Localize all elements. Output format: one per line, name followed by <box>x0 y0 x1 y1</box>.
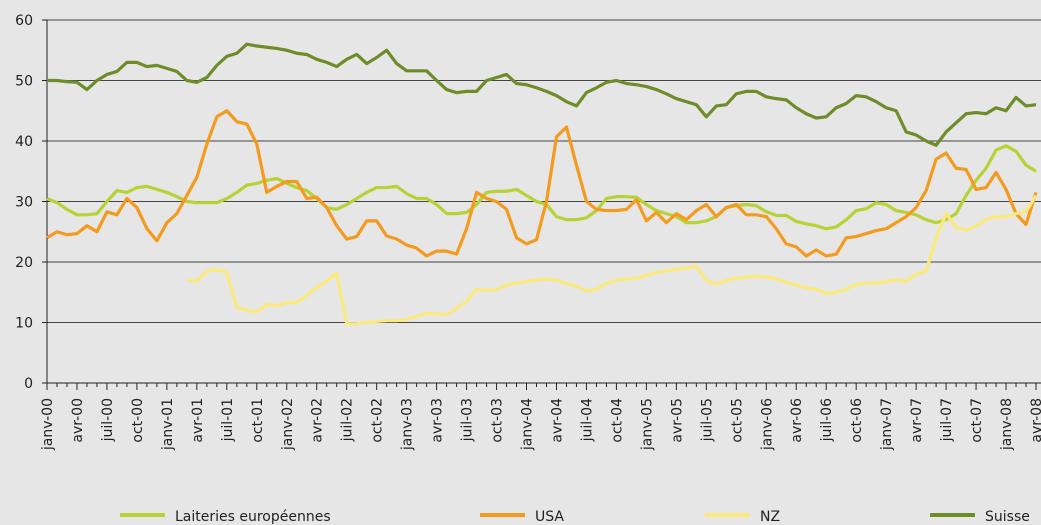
y-tick-label: 30 <box>15 195 33 211</box>
x-tick-label: oct-06 <box>849 398 865 443</box>
legend-label: USA <box>535 509 564 525</box>
x-tick-label: janv-05 <box>639 398 655 451</box>
series-line <box>47 42 1037 147</box>
x-tick-label: juil-05 <box>699 398 715 442</box>
legend-label: NZ <box>760 509 780 525</box>
x-tick-label: juil-07 <box>939 398 955 442</box>
y-tick-label: 40 <box>15 134 33 150</box>
y-tick-label: 0 <box>24 376 33 392</box>
x-tick-label: juil-03 <box>460 398 476 442</box>
x-tick-label: janv-00 <box>40 398 56 451</box>
x-tick-label: avr-04 <box>549 398 565 443</box>
x-tick-label: juil-06 <box>819 398 835 443</box>
x-tick-label: janv-06 <box>759 398 775 451</box>
x-tick-label: oct-07 <box>969 398 985 443</box>
x-tick-label: janv-04 <box>520 398 536 451</box>
x-tick-label: avr-08 <box>1029 398 1041 443</box>
x-tick-label: avr-01 <box>190 398 206 443</box>
y-tick-label: 10 <box>15 316 33 332</box>
legend-label: Suisse <box>985 509 1030 525</box>
x-tick-label: oct-01 <box>250 398 266 443</box>
x-tick-label: avr-02 <box>310 398 326 443</box>
x-tick-label: oct-03 <box>490 398 506 443</box>
x-tick-label: juil-04 <box>579 398 595 443</box>
y-tick-label: 20 <box>15 255 33 271</box>
y-tick-label: 50 <box>15 74 33 90</box>
x-tick-label: janv-08 <box>999 398 1015 451</box>
x-tick-label: janv-03 <box>400 398 416 451</box>
x-tick-label: janv-02 <box>280 398 296 451</box>
x-tick-label: avr-05 <box>669 398 685 443</box>
x-tick-label: juil-02 <box>340 398 356 442</box>
x-tick-label: juil-00 <box>100 398 116 442</box>
x-tick-label: janv-01 <box>160 398 176 451</box>
x-tick-label: oct-00 <box>130 398 146 443</box>
x-tick-label: avr-00 <box>70 398 86 443</box>
series-line <box>46 144 1037 231</box>
x-tick-label: oct-05 <box>729 398 745 443</box>
x-tick-label: avr-07 <box>909 398 925 443</box>
legend-label: Laiteries européennes <box>175 509 331 525</box>
x-tick-label: juil-01 <box>220 398 236 442</box>
series-line <box>46 109 1038 258</box>
x-tick-label: avr-06 <box>789 398 805 443</box>
x-tick-label: oct-02 <box>370 398 386 443</box>
x-tick-label: avr-03 <box>430 398 446 443</box>
series-line <box>186 194 1038 326</box>
y-tick-label: 60 <box>15 13 33 29</box>
x-tick-label: oct-04 <box>609 398 625 443</box>
x-tick-label: janv-07 <box>879 398 895 451</box>
